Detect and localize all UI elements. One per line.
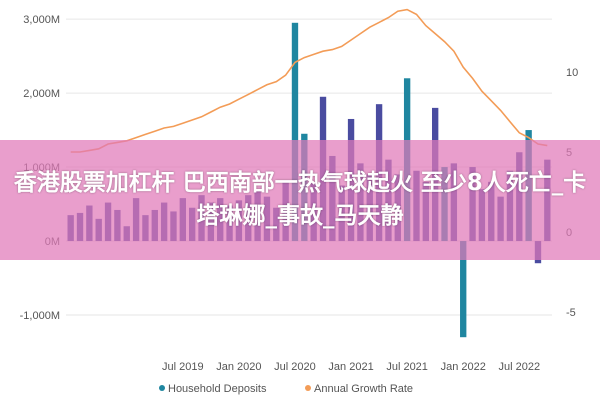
line-series (70, 8, 548, 153)
legend-marker-growth (305, 385, 311, 391)
x-tick-label: Jan 2022 (441, 361, 486, 373)
y-left-tick-label: 2,000M (23, 88, 60, 100)
legend: Household Deposits Annual Growth Rate (159, 383, 413, 395)
headline-text: 香港股票加杠杆 巴西南部一热气球起火 至少8人死亡_卡塔琳娜_事故_马天静 (13, 170, 587, 229)
legend-label-deposits: Household Deposits (168, 383, 267, 395)
legend-label-growth: Annual Growth Rate (314, 383, 413, 395)
x-tick-label: Jan 2021 (328, 361, 373, 373)
x-axis: Jul 2019 Jan 2020 Jul 2020 Jan 2021 Jul 2021… (162, 361, 540, 373)
x-tick-label: Jul 2021 (386, 361, 428, 373)
headline-banner: 香港股票加杠杆 巴西南部一热气球起火 至少8人死亡_卡塔琳娜_事故_马天静 (0, 140, 600, 260)
y-left-tick-label: 3,000M (23, 14, 60, 26)
y-right-tick-label: 10 (566, 67, 578, 79)
x-tick-label: Jul 2019 (162, 361, 204, 373)
x-tick-label: Jul 2020 (274, 361, 316, 373)
legend-marker-deposits (159, 385, 165, 391)
y-right-tick-label: -5 (566, 307, 576, 319)
y-left-tick-label: -1,000M (20, 310, 60, 322)
bar (460, 241, 467, 338)
bar (291, 22, 299, 242)
x-tick-label: Jan 2020 (216, 361, 261, 373)
growth-rate-line (70, 8, 548, 153)
x-tick-label: Jul 2022 (498, 361, 540, 373)
